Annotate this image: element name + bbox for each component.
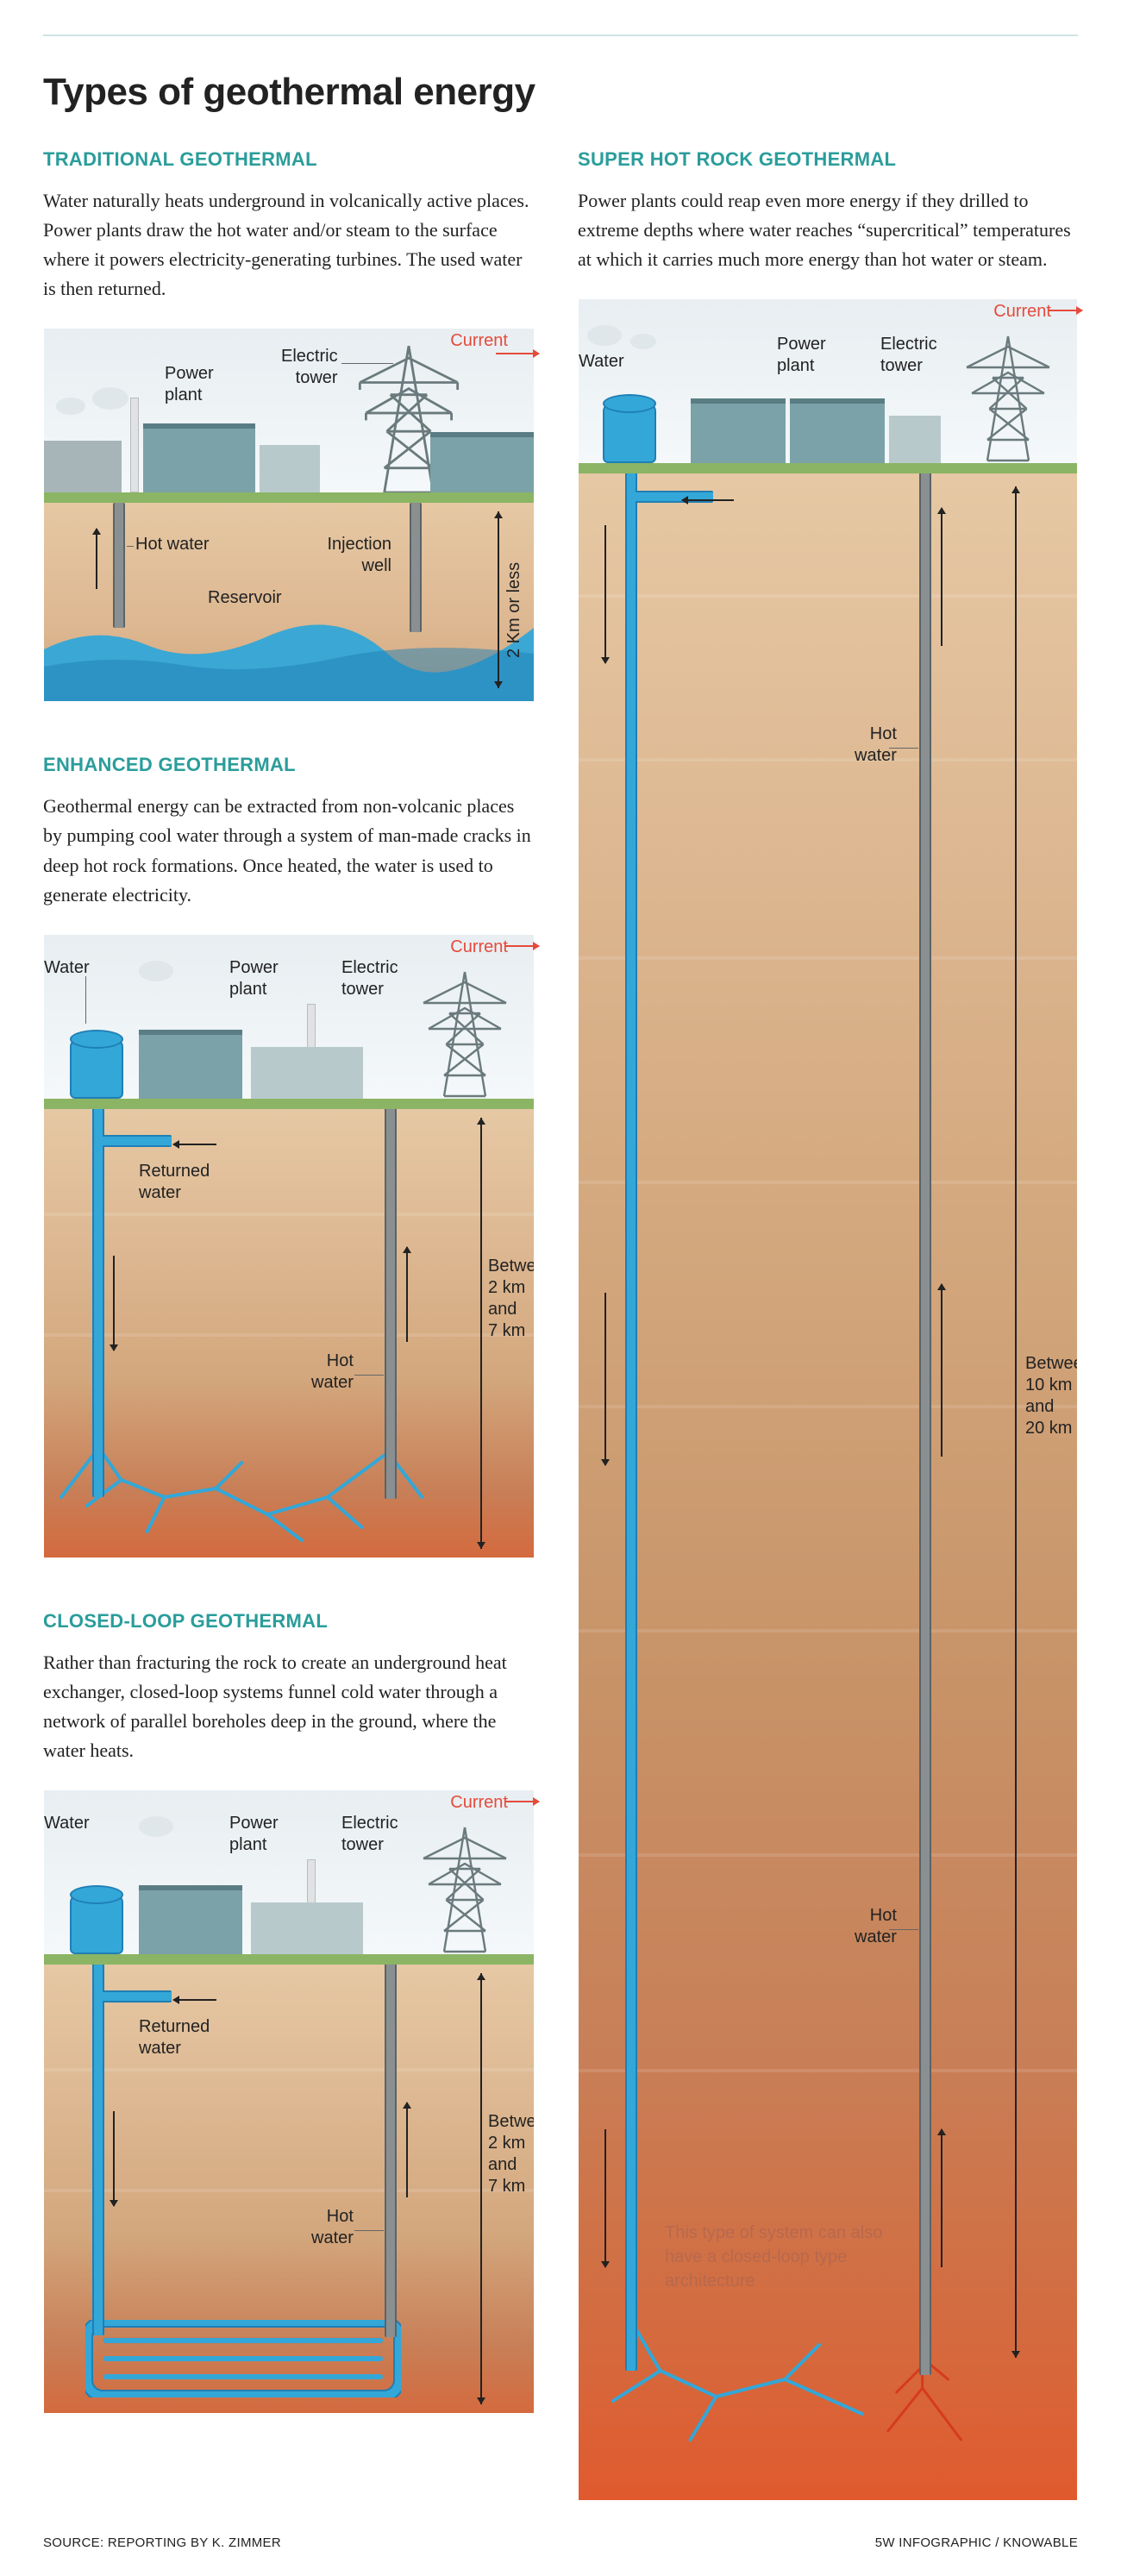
section-traditional: TRADITIONAL GEOTHERMAL Water naturally h… — [43, 148, 535, 702]
sky: Current Electric tower Power plant — [44, 329, 534, 492]
label-water: Water — [44, 1813, 90, 1834]
page-title: Types of geothermal energy — [43, 71, 1078, 114]
production-well — [113, 503, 125, 628]
water-tank — [70, 1038, 123, 1099]
borehole-coil-icon — [85, 2320, 401, 2397]
underground-closed: Returned water Hot water Between 2 km an… — [44, 1965, 534, 2413]
label-hot-water-lower: Hot water — [855, 1905, 897, 1948]
injection-well — [410, 503, 422, 632]
label-electric-tower: Electric tower — [341, 1813, 398, 1856]
electric-tower-icon — [956, 334, 1060, 463]
label-hot-water: Hot water — [311, 2206, 354, 2249]
cracks-icon — [44, 1445, 534, 1558]
return-pipe — [385, 1965, 397, 2337]
label-injection-well: Injection well — [328, 534, 392, 577]
electric-tower-icon — [413, 1825, 517, 1954]
depth-enhanced: Between 2 km and 7 km — [488, 1256, 534, 1342]
label-water: Water — [44, 957, 90, 979]
label-water: Water — [579, 351, 624, 373]
label-electric-tower: Electric tower — [281, 346, 338, 389]
label-power-plant: Power plant — [777, 334, 826, 377]
injection-pipe — [92, 1109, 104, 1497]
footnote-superhot: This type of system can also have a clos… — [665, 2221, 906, 2293]
depth-closed: Between 2 km and 7 km — [488, 2111, 534, 2197]
injection-pipe — [92, 1965, 104, 2335]
section-enhanced: ENHANCED GEOTHERMAL Geothermal energy ca… — [43, 754, 535, 1558]
underground-enhanced: Returned water Hot water Between 2 km an… — [44, 1109, 534, 1558]
scene-closed: Water Power plant Electric tower Current — [43, 1789, 535, 2414]
electric-tower-icon — [413, 969, 517, 1099]
intro-enhanced: Geothermal energy can be extracted from … — [43, 792, 535, 909]
label-current: Current — [450, 330, 508, 352]
intro-superhot: Power plants could reap even more energy… — [578, 186, 1078, 274]
section-closed: CLOSED-LOOP GEOTHERMAL Rather than fract… — [43, 1610, 535, 2414]
water-tank — [603, 403, 656, 463]
label-current: Current — [993, 301, 1051, 323]
label-returned-water: Returned water — [139, 2016, 210, 2059]
scene-enhanced: Water Power plant Electric tower Current — [43, 934, 535, 1558]
label-electric-tower: Electric tower — [341, 957, 398, 1000]
heading-traditional: TRADITIONAL GEOTHERMAL — [43, 148, 535, 171]
intro-closed: Rather than fracturing the rock to creat… — [43, 1648, 535, 1765]
heading-superhot: SUPER HOT ROCK GEOTHERMAL — [578, 148, 1078, 171]
label-power-plant: Power plant — [229, 1813, 279, 1856]
underground-superhot: Hot water Hot water Between 10 km and 20… — [579, 473, 1077, 2500]
depth-superhot: Between 10 km and 20 km — [1025, 1353, 1077, 1439]
label-returned-water: Returned water — [139, 1161, 210, 1204]
label-hot-water-upper: Hot water — [855, 724, 897, 767]
injection-pipe — [625, 473, 637, 2371]
return-pipe — [385, 1109, 397, 1499]
label-reservoir: Reservoir — [208, 587, 282, 609]
depth-traditional: 2 Km or less — [504, 546, 525, 658]
intro-traditional: Water naturally heats underground in vol… — [43, 186, 535, 304]
return-pipe — [919, 473, 931, 2375]
label-hot-water: Hot water — [135, 534, 210, 555]
label-power-plant: Power plant — [229, 957, 279, 1000]
underground-traditional: Hot water Reservoir Injection well 2 Km … — [44, 503, 534, 701]
cracks-icon — [579, 2319, 1077, 2474]
heading-closed: CLOSED-LOOP GEOTHERMAL — [43, 1610, 535, 1633]
label-current: Current — [450, 937, 508, 958]
label-power-plant: Power plant — [165, 363, 214, 406]
label-hot-water: Hot water — [311, 1351, 354, 1394]
label-current: Current — [450, 1792, 508, 1814]
section-superhot: SUPER HOT ROCK GEOTHERMAL Power plants c… — [578, 148, 1078, 2501]
scene-superhot: Water Power plant Electric tower Current — [578, 298, 1078, 2501]
scene-traditional: Current Electric tower Power plant — [43, 328, 535, 702]
heading-enhanced: ENHANCED GEOTHERMAL — [43, 754, 535, 776]
label-electric-tower: Electric tower — [880, 334, 937, 377]
water-tank — [70, 1894, 123, 1954]
